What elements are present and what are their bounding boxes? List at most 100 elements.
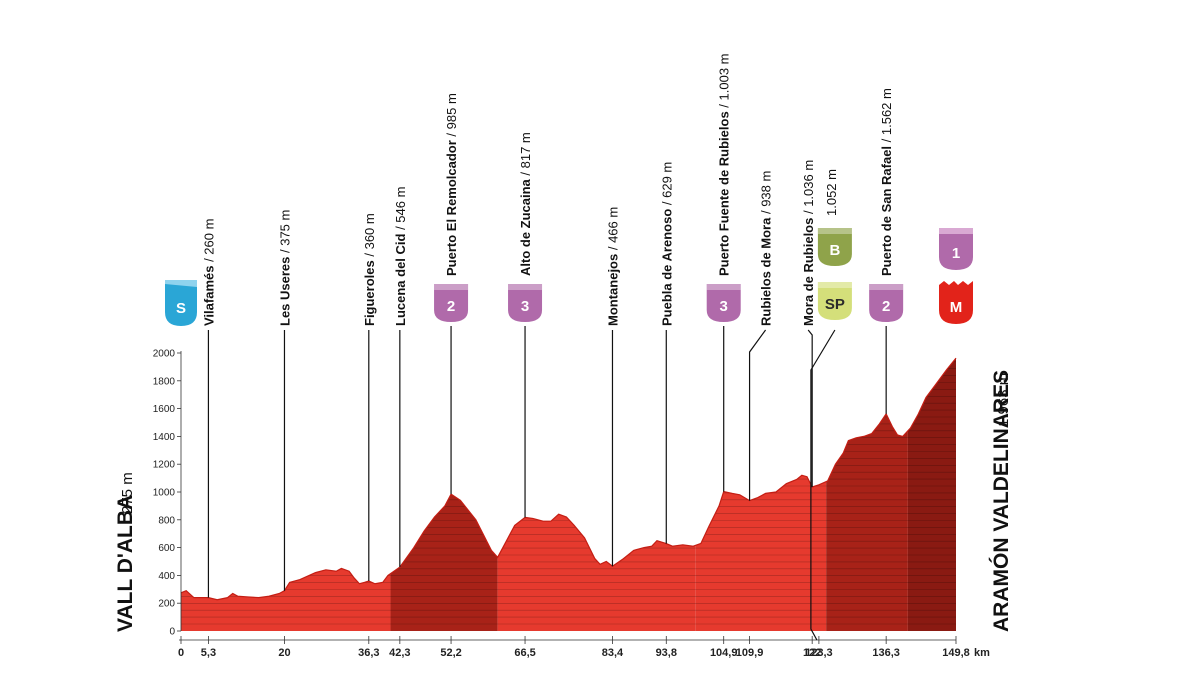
waypoint-label: Puerto El Remolcador / 985 m: [444, 93, 459, 276]
hatch-lines: [181, 361, 956, 625]
y-tick-label: 200: [158, 599, 175, 610]
waypoint-name: Rubielos de Mora: [759, 217, 774, 326]
waypoint-altitude: / 1.562 m: [879, 88, 894, 146]
waypoint-name: Lucena del Cid: [393, 233, 408, 326]
waypoint-label: Montanejos / 466 m: [605, 207, 620, 326]
profile-segment-4: [826, 413, 908, 631]
sprint-badge: SP: [817, 282, 852, 320]
profile-area-layer: [181, 358, 956, 631]
waypoint-altitude: / 938 m: [759, 171, 774, 218]
start-altitude: 275 m: [119, 472, 136, 514]
km-label: 83,4: [602, 647, 624, 659]
y-tick-label: 400: [158, 571, 175, 582]
profile-segment-5: [907, 358, 956, 631]
climb-badge: 2: [869, 284, 904, 322]
finish-name: ARAMÓN VALDELINARES: [989, 370, 1013, 632]
climb-badge: 3: [706, 284, 741, 322]
climb-badge-shape: [869, 284, 904, 322]
finish-badge-text: M: [950, 299, 963, 316]
waypoint-label: Rubielos de Mora / 938 m: [759, 171, 774, 326]
waypoint-name: Vilafamés: [201, 266, 216, 326]
waypoint-altitude: / 1.003 m: [717, 54, 732, 112]
waypoint-label: Alto de Zucaina / 817 m: [518, 132, 533, 276]
y-tick-label: 1000: [153, 488, 176, 499]
climb-badge: 3: [508, 284, 543, 322]
waypoint-name: Figueroles: [362, 260, 377, 326]
climb-badge-shape: [706, 284, 741, 322]
sprint-badge-band: [817, 282, 852, 288]
profile-segment-1: [390, 494, 498, 631]
km-label: 52,2: [440, 647, 461, 659]
waypoint-name: Puerto de San Rafael: [879, 146, 894, 276]
waypoint-labels-layer: Vilafamés / 260 m Les Useres / 375 m Figue…: [201, 54, 904, 641]
climb-badge-band: [869, 284, 904, 290]
waypoint-label: Figueroles / 360 m: [362, 213, 377, 326]
sprint-badge-text: SP: [825, 296, 845, 313]
y-tick-label: 1800: [153, 376, 176, 387]
waypoint-line: [748, 329, 767, 501]
waypoint-label: Les Useres / 375 m: [277, 210, 292, 326]
climb-badge-text: 2: [882, 298, 890, 315]
waypoint-altitude: / 260 m: [201, 219, 216, 266]
waypoint-name: Alto de Zucaina: [518, 178, 533, 276]
climb-badge-band: [434, 284, 469, 290]
km-label: 20: [278, 647, 290, 659]
km-label: 109,9: [736, 647, 764, 659]
finish-altitude: 1.963 m: [995, 373, 1012, 427]
km-label: 36,3: [358, 647, 379, 659]
y-tick-label: 1600: [153, 404, 176, 415]
finish-badge: M: [939, 281, 973, 324]
waypoint-label: Puerto de San Rafael / 1.562 m: [879, 88, 894, 276]
profile-segment-2: [497, 514, 696, 631]
km-label: 0: [178, 647, 184, 659]
profile-segment-0: [181, 568, 391, 631]
km-label: 122: [803, 647, 821, 659]
y-tick-label: 0: [169, 627, 175, 638]
km-label: 93,8: [656, 647, 677, 659]
km-unit: km: [974, 647, 990, 659]
waypoint-altitude: / 629 m: [659, 162, 674, 209]
y-tick-label: 1200: [153, 460, 176, 471]
km-label: 104,9: [710, 647, 738, 659]
bonus-badge-shape: [817, 228, 852, 266]
start-badge-text: S: [176, 300, 186, 317]
waypoint-line: [807, 329, 813, 487]
waypoint-altitude: / 1.036 m: [801, 160, 816, 218]
climb-badge-band: [706, 284, 741, 290]
waypoint-altitude: / 817 m: [518, 132, 533, 179]
waypoint-altitude: / 546 m: [393, 187, 408, 234]
climb-badge-shape: [434, 284, 469, 322]
y-tick-label: 2000: [153, 349, 176, 360]
profile-outline: [180, 357, 957, 601]
climb-badge-band: [508, 284, 543, 290]
km-label: 5,3: [201, 647, 216, 659]
waypoint-name: Puerto Fuente de Rubielos: [717, 111, 732, 276]
km-label: 66,5: [514, 647, 535, 659]
finish-category-badge: 1: [939, 228, 973, 270]
waypoint-altitude: / 466 m: [605, 207, 620, 254]
start-badge: S: [165, 280, 197, 326]
axes-layer: 0 200 400 600 800 1000 1200 1400 1600 1800 2000 0 5,…: [153, 349, 990, 660]
y-tick-label: 1400: [153, 432, 176, 443]
finish-category-text: 1: [952, 245, 960, 262]
waypoint-altitude: / 375 m: [277, 210, 292, 257]
waypoint-name: Mora de Rubielos: [801, 218, 816, 326]
waypoint-line: [810, 329, 836, 641]
km-label: 149,8: [942, 647, 970, 659]
waypoint-label: 1.052 m: [824, 169, 839, 216]
climb-badge: 2: [434, 284, 469, 322]
km-label: 136,3: [872, 647, 900, 659]
climb-badge-text: 2: [447, 298, 455, 315]
y-tick-label: 600: [158, 543, 175, 554]
climb-badge-text: 3: [720, 298, 728, 315]
bonus-badge-text: B: [829, 242, 840, 259]
bonus-badge-band: [817, 228, 852, 234]
waypoint-name: Puebla de Arenoso: [659, 209, 674, 326]
sprint-badge-shape: [817, 282, 852, 320]
start-name: VALL D'ALBA: [114, 495, 137, 632]
waypoint-label: Lucena del Cid / 546 m: [393, 187, 408, 326]
waypoint-label: Mora de Rubielos / 1.036 m: [801, 160, 816, 326]
waypoint-altitude: / 360 m: [362, 213, 377, 260]
waypoint-name: Les Useres: [277, 257, 292, 326]
